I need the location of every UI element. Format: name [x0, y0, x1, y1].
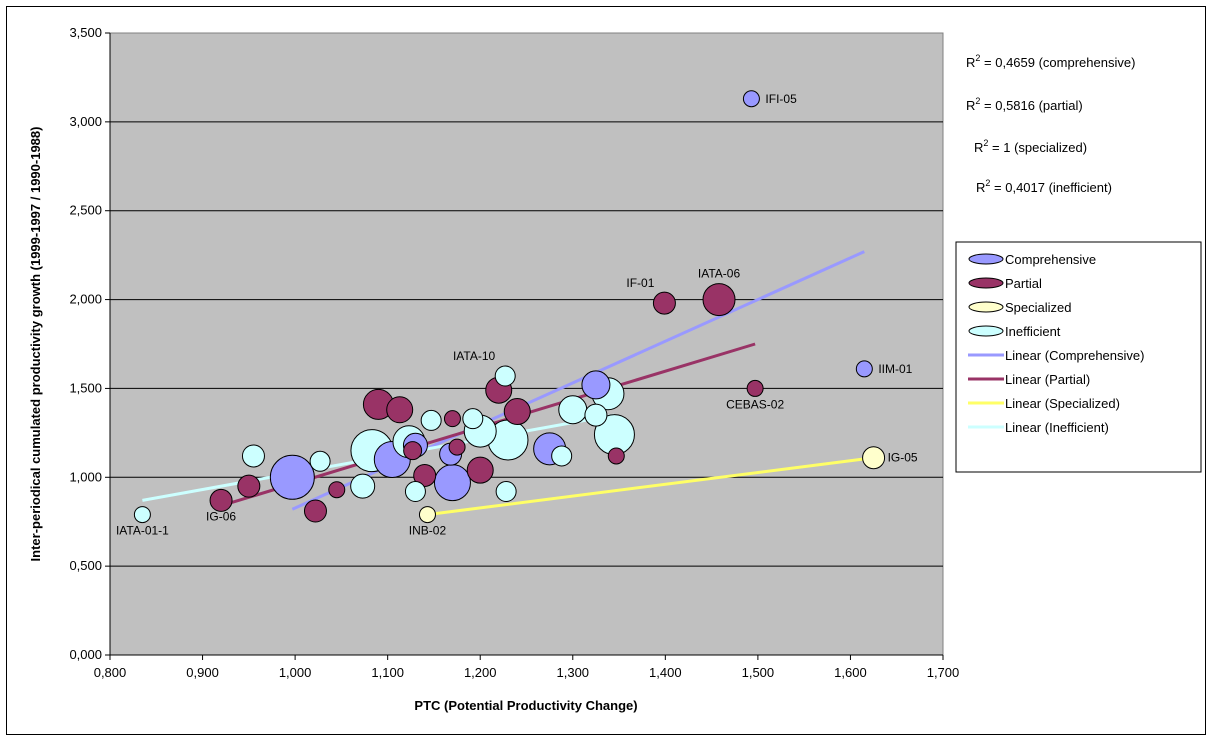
legend-label: Linear (Inefficient) [1005, 420, 1109, 435]
x-tick-label: 1,300 [557, 665, 590, 680]
legend-swatch [968, 253, 1004, 265]
point-label: IF-01 [626, 276, 654, 290]
x-tick-label: 1,000 [279, 665, 312, 680]
data-bubble [209, 488, 233, 512]
x-tick-label: 0,800 [94, 665, 127, 680]
legend-label: Comprehensive [1005, 252, 1096, 267]
y-tick-label: 2,500 [69, 203, 102, 218]
data-bubble [652, 291, 676, 315]
x-axis-ticks: 0,800 0,900 1,000 1,100 1,200 1,300 1,400 1,500… [94, 654, 960, 680]
plot-area [109, 32, 944, 656]
data-bubble [413, 464, 437, 488]
point-label: IFI-05 [765, 92, 797, 106]
data-bubble [742, 90, 760, 108]
y-tick-label: 0,000 [69, 647, 102, 662]
x-tick-label: 1,100 [371, 665, 404, 680]
data-bubble [133, 506, 151, 524]
data-bubble [607, 447, 625, 465]
r-squared-labels: R2 = 0,4659 (comprehensive) R2 = 0,5816 (… [966, 53, 1135, 195]
r-squared-label: R2 = 0,4659 (comprehensive) [966, 53, 1135, 70]
data-bubble [443, 410, 461, 428]
data-bubble [495, 481, 517, 503]
r-squared-label: R2 = 0,5816 (partial) [966, 96, 1083, 113]
data-bubble [241, 444, 265, 468]
data-bubble [328, 481, 346, 499]
point-label: IATA-06 [698, 267, 741, 281]
point-label: CEBAS-02 [726, 397, 784, 411]
data-bubble [702, 283, 736, 317]
trendline [427, 456, 874, 517]
x-tick-label: 1,600 [834, 665, 867, 680]
y-tick-label: 3,500 [69, 25, 102, 40]
x-tick-label: 1,500 [742, 665, 775, 680]
data-bubble [303, 499, 327, 523]
data-bubble [584, 403, 608, 427]
data-bubble [746, 379, 764, 397]
point-label: INB-02 [409, 524, 447, 538]
data-bubble [558, 395, 588, 425]
legend-label: Specialized [1005, 300, 1072, 315]
legend-swatch [968, 277, 1004, 289]
data-bubble [237, 474, 261, 498]
point-labels: IFI-05 IF-01 IATA-06 IATA-10 IIM-01 CEBAS-02 I… [116, 92, 918, 538]
legend-label: Linear (Specialized) [1005, 396, 1120, 411]
legend-swatch [968, 301, 1004, 313]
legend-label: Linear (Comprehensive) [1005, 348, 1144, 363]
y-tick-label: 1,500 [69, 380, 102, 395]
data-bubble [350, 473, 376, 499]
y-axis-ticks: 0,000 0,500 1,000 1,500 2,000 2,500 3,000 3,500 [69, 25, 111, 662]
data-bubble [418, 506, 436, 524]
point-label: IIM-01 [878, 362, 912, 376]
data-bubble [494, 365, 516, 387]
data-bubble [404, 481, 426, 503]
data-bubble [403, 441, 423, 461]
y-tick-label: 3,000 [69, 114, 102, 129]
data-bubble [433, 464, 471, 502]
data-bubble [855, 360, 873, 378]
legend-label: Linear (Partial) [1005, 372, 1090, 387]
data-bubble [466, 456, 494, 484]
data-bubble [309, 450, 331, 472]
y-tick-label: 0,500 [69, 558, 102, 573]
point-label: IATA-01-1 [116, 524, 169, 538]
point-label: IG-06 [206, 509, 236, 523]
data-bubble [581, 370, 611, 400]
y-axis-title: Inter-periodical cumulated productivity … [28, 127, 43, 562]
y-tick-label: 2,000 [69, 292, 102, 307]
legend: Comprehensive Partial Specialized Inefficie… [955, 241, 1202, 473]
data-bubble [503, 398, 531, 426]
x-axis-title: PTC (Potential Productivity Change) [414, 698, 637, 713]
data-bubble [269, 454, 315, 500]
data-bubble [448, 438, 466, 456]
y-tick-label: 1,000 [69, 469, 102, 484]
data-bubble [386, 396, 414, 424]
r-squared-label: R2 = 1 (specialized) [974, 138, 1087, 155]
data-bubble [551, 445, 573, 467]
x-tick-label: 0,900 [186, 665, 219, 680]
r-squared-label: R2 = 0,4017 (inefficient) [976, 178, 1112, 195]
data-bubble [462, 408, 484, 430]
legend-label: Inefficient [1005, 324, 1061, 339]
x-tick-label: 1,400 [649, 665, 682, 680]
x-tick-label: 1,200 [464, 665, 497, 680]
legend-swatch [968, 325, 1004, 337]
data-points [133, 90, 886, 524]
legend-label: Partial [1005, 276, 1042, 291]
point-label: IG-05 [888, 451, 918, 465]
data-bubble [862, 446, 886, 470]
data-bubble [420, 409, 442, 431]
point-label: IATA-10 [453, 349, 496, 363]
x-tick-label: 1,700 [927, 665, 960, 680]
